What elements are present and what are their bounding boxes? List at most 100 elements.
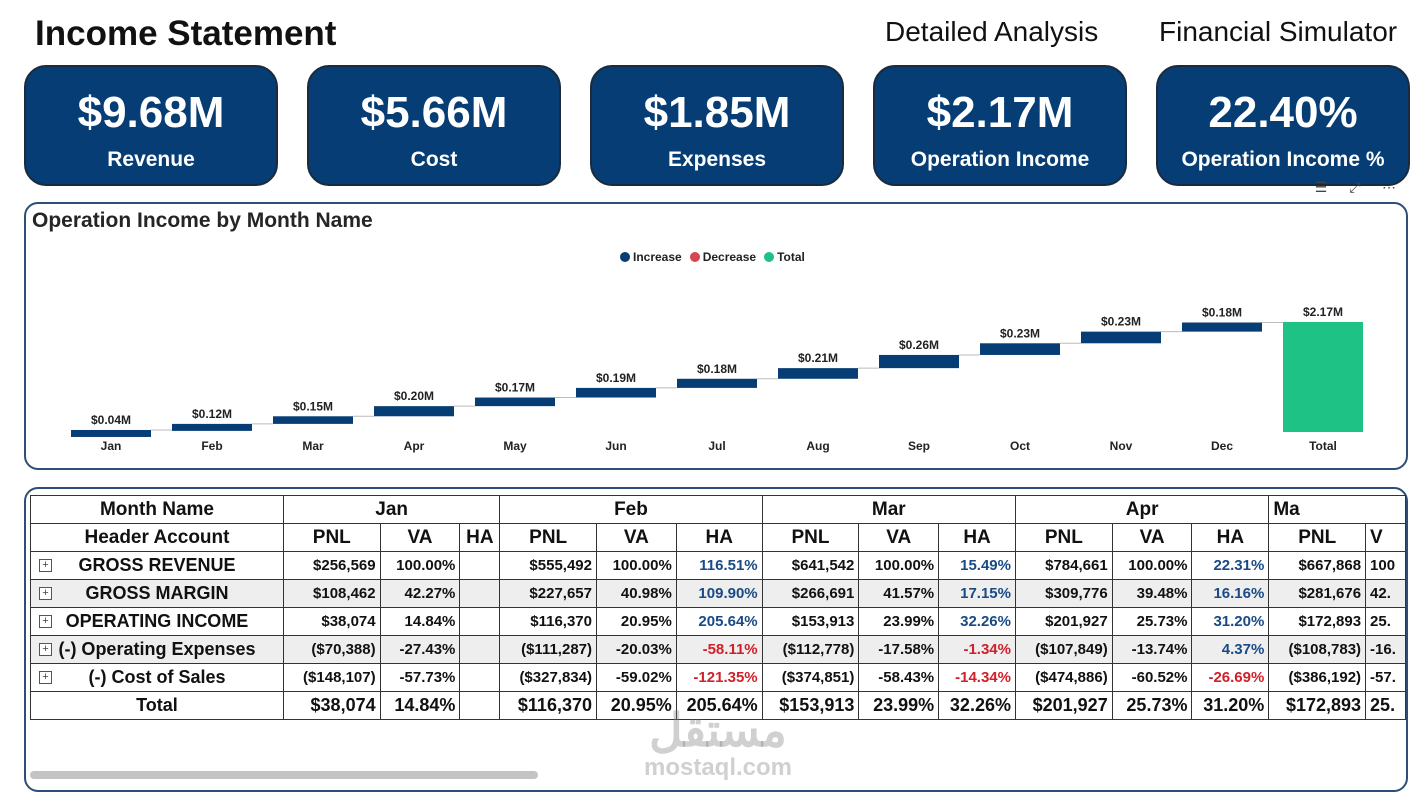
subcolumn-header[interactable]: V	[1365, 523, 1406, 552]
legend-item-increase[interactable]: Increase	[620, 250, 682, 264]
waterfall-bar-jun[interactable]	[576, 387, 656, 398]
subcolumn-header[interactable]: PNL	[1268, 523, 1367, 552]
table-cell: -14.34%	[938, 663, 1016, 692]
legend-item-decrease[interactable]: Decrease	[689, 250, 756, 264]
kpi-label: Operation Income %	[1181, 148, 1385, 171]
waterfall-chart-visual[interactable]	[24, 202, 1408, 470]
kpi-value: 22.40%	[1208, 88, 1358, 137]
table-cell: -121.35%	[675, 663, 763, 692]
x-tick-label: Jul	[708, 439, 725, 453]
waterfall-bar-may[interactable]	[475, 397, 555, 407]
table-cell: 116.51%	[675, 551, 763, 580]
x-tick-label: Sep	[908, 439, 930, 453]
nav-financial-simulator[interactable]: Financial Simulator	[1159, 16, 1398, 47]
subcolumn-header[interactable]: PNL	[1014, 523, 1113, 552]
data-label: $0.19M	[596, 371, 636, 385]
data-label: $0.18M	[697, 362, 737, 376]
month-header[interactable]: Ma	[1268, 495, 1406, 524]
table-cell: -60.52%	[1111, 663, 1193, 692]
legend-item-total[interactable]: Total	[764, 250, 805, 264]
table-cell: $201,927	[1014, 607, 1113, 636]
filter-icon[interactable]: ☰	[1314, 179, 1328, 195]
waterfall-bar-jan[interactable]	[71, 429, 151, 437]
table-cell: -16.	[1365, 635, 1406, 664]
row-header: + GROSS MARGIN	[30, 579, 284, 608]
expand-icon[interactable]: +	[39, 587, 52, 600]
horizontal-scrollbar[interactable]	[30, 771, 538, 779]
month-header[interactable]: Jan	[282, 495, 501, 524]
table-cell: 42.27%	[379, 579, 461, 608]
waterfall-bar-mar[interactable]	[273, 416, 353, 424]
waterfall-bar-apr[interactable]	[374, 406, 454, 417]
kpi-value: $9.68M	[77, 88, 225, 137]
x-tick-label: Nov	[1110, 439, 1133, 453]
table-cell: $172,893	[1268, 607, 1367, 636]
waterfall-bar-nov[interactable]	[1081, 331, 1161, 344]
waterfall-bar-aug[interactable]	[778, 368, 858, 379]
subcolumn-header[interactable]: PNL	[282, 523, 381, 552]
subcolumn-header[interactable]: VA	[858, 523, 940, 552]
kpi-card-revenue[interactable]: $9.68M Revenue	[24, 65, 278, 186]
table-cell: $784,661	[1014, 551, 1113, 580]
row-header: + GROSS REVENUE	[30, 551, 284, 580]
month-header[interactable]: Mar	[761, 495, 1016, 524]
table-cell: $555,492	[499, 551, 597, 580]
row-label: GROSS MARGIN	[85, 583, 229, 603]
kpi-card-cost[interactable]: $5.66M Cost	[307, 65, 561, 186]
waterfall-bar-dec[interactable]	[1182, 322, 1262, 332]
table-cell: $667,868	[1268, 551, 1367, 580]
table-cell: 32.26%	[938, 691, 1016, 720]
table-cell: 17.15%	[938, 579, 1016, 608]
month-header[interactable]: Apr	[1014, 495, 1270, 524]
x-tick-label: Jan	[101, 439, 122, 453]
subcolumn-header[interactable]: HA	[938, 523, 1016, 552]
table-cell: $266,691	[761, 579, 860, 608]
nav-detailed-analysis[interactable]: Detailed Analysis	[885, 16, 1099, 47]
focus-mode-icon[interactable]: ⤢	[1349, 179, 1361, 195]
subcolumn-header[interactable]: HA	[1191, 523, 1270, 552]
row-header: + (-) Operating Expenses	[30, 635, 284, 664]
expand-icon[interactable]: +	[39, 671, 52, 684]
kpi-value: $5.66M	[360, 88, 508, 137]
table-cell: -17.58%	[858, 635, 940, 664]
legend-dot-increase	[620, 252, 630, 262]
table-cell: 100.00%	[379, 551, 461, 580]
subcolumn-header[interactable]: VA	[596, 523, 677, 552]
table-cell: -20.03%	[596, 635, 677, 664]
table-cell: 31.20%	[1191, 607, 1270, 636]
table-cell: $116,370	[499, 691, 597, 720]
more-options-icon[interactable]: ⋯	[1382, 179, 1396, 195]
subcolumn-header[interactable]: PNL	[761, 523, 860, 552]
table-cell: 42.	[1365, 579, 1406, 608]
subcolumn-header[interactable]: VA	[379, 523, 461, 552]
waterfall-bar-feb[interactable]	[172, 423, 252, 431]
row-label: Total	[136, 695, 178, 715]
subcolumn-header[interactable]: PNL	[499, 523, 597, 552]
expand-icon[interactable]: +	[39, 615, 52, 628]
table-cell: $38,074	[282, 691, 381, 720]
kpi-card-expenses[interactable]: $1.85M Expenses	[590, 65, 844, 186]
table-cell: ($70,388)	[282, 635, 381, 664]
data-label: $0.26M	[899, 338, 939, 352]
table-cell: 205.64%	[675, 691, 763, 720]
expand-icon[interactable]: +	[39, 643, 52, 656]
subcolumn-header[interactable]: HA	[459, 523, 501, 552]
waterfall-bar-oct[interactable]	[980, 343, 1060, 355]
table-cell: -1.34%	[938, 635, 1016, 664]
expand-icon[interactable]: +	[39, 559, 52, 572]
data-label: $0.23M	[1101, 315, 1141, 329]
kpi-card-operation-income-pct[interactable]: 22.40% Operation Income %	[1156, 65, 1410, 186]
table-cell	[459, 691, 501, 720]
table-cell: -13.74%	[1111, 635, 1193, 664]
table-cell: 15.49%	[938, 551, 1016, 580]
month-header[interactable]: Feb	[499, 495, 763, 524]
subcolumn-header[interactable]: HA	[675, 523, 763, 552]
kpi-card-operation-income[interactable]: $2.17M Operation Income	[873, 65, 1127, 186]
waterfall-bar-total[interactable]	[1283, 322, 1363, 432]
waterfall-bar-jul[interactable]	[677, 378, 757, 388]
table-cell: 14.84%	[379, 607, 461, 636]
waterfall-bar-sep[interactable]	[879, 354, 959, 369]
subcolumn-header[interactable]: VA	[1111, 523, 1193, 552]
table-row: + OPERATING INCOME $38,074 14.84% $116,370 20…	[30, 607, 1406, 636]
table-cell: 25.73%	[1111, 607, 1193, 636]
